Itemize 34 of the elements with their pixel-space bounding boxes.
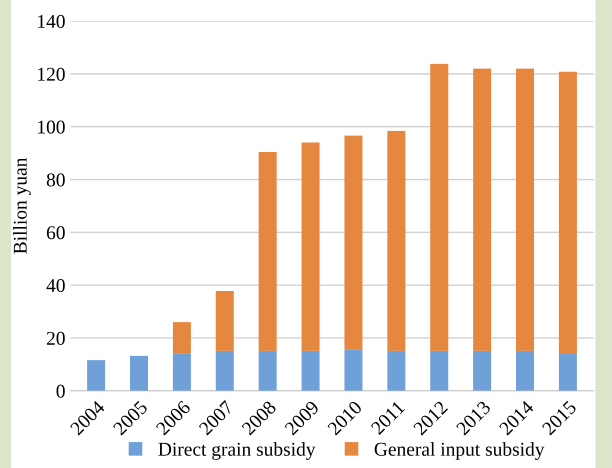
y-tick-label: 100 xyxy=(38,120,65,134)
legend-label: General input subsidy xyxy=(374,442,544,460)
bar xyxy=(258,152,277,351)
bar xyxy=(516,68,534,351)
y-tick-label: 20 xyxy=(46,332,65,345)
y-tick-label: 40 xyxy=(46,278,65,292)
bar xyxy=(473,68,492,351)
bar xyxy=(302,350,320,391)
bar xyxy=(172,322,191,354)
y-tick-label: 120 xyxy=(38,68,65,81)
y-tick-label: 80 xyxy=(46,173,65,186)
bar xyxy=(87,360,106,391)
bar xyxy=(258,350,277,391)
legend-label: Direct grain subsidy xyxy=(158,442,316,460)
bar xyxy=(216,350,234,391)
bar xyxy=(172,353,191,391)
y-axis-title: Billion yuan xyxy=(13,158,31,254)
bar xyxy=(558,354,577,391)
bar xyxy=(430,350,448,391)
bar xyxy=(430,64,448,351)
bar xyxy=(387,130,406,351)
bar xyxy=(516,350,534,391)
y-tick-label: 0 xyxy=(56,384,65,398)
y-tick-label: 60 xyxy=(46,226,65,240)
x-tick-label: 2011 xyxy=(370,400,406,436)
bar xyxy=(558,72,577,354)
y-tick-label: 140 xyxy=(38,14,65,28)
bar xyxy=(302,142,320,351)
bar xyxy=(344,350,362,391)
bar xyxy=(473,350,492,391)
bar xyxy=(344,136,362,350)
bar xyxy=(130,356,148,391)
bar xyxy=(387,350,406,391)
bar xyxy=(216,290,234,351)
